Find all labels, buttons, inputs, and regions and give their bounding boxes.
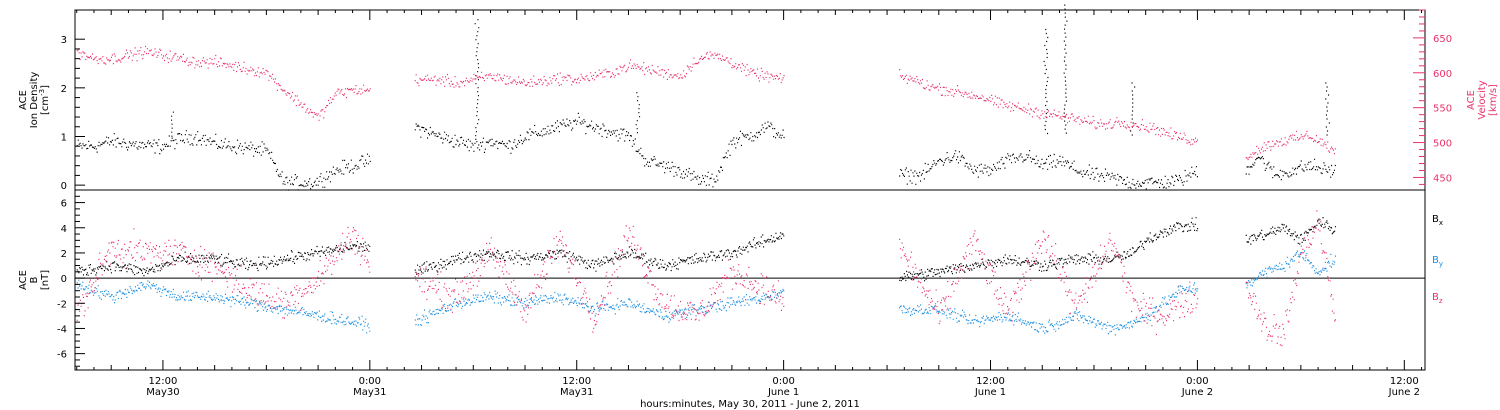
density-spike-5 (1063, 4, 1068, 134)
legend-by: By (1432, 255, 1443, 268)
x-tick-time-label: 12:00 (562, 376, 591, 387)
bfield-tick-label: 0 (61, 274, 67, 285)
bz-segment-1 (76, 226, 371, 321)
density-axis-units: [cm-3] (38, 85, 51, 115)
density-axis-label-line1: ACE (18, 90, 29, 110)
by-segment-3 (899, 282, 1199, 336)
by-segment-4 (1245, 250, 1336, 289)
density-spike-7 (1325, 82, 1330, 136)
density-spike-6 (1130, 82, 1136, 136)
bx-segment-2 (414, 232, 785, 275)
bz-segment-4 (1245, 210, 1336, 347)
bfield-axis-label-line1: ACE (18, 270, 29, 290)
x-tick-time-label: 0:00 (772, 376, 794, 387)
x-tick-date-label: May31 (560, 387, 593, 398)
legend-bx: Bx (1432, 214, 1443, 227)
x-tick-date-label: June 2 (1388, 387, 1420, 398)
bx-segment-3 (899, 217, 1199, 282)
by-segment-1 (76, 279, 371, 334)
density-spike-4 (1043, 28, 1049, 135)
bfield-axis-label-line2: B (29, 276, 40, 283)
density-spike-3 (635, 92, 641, 134)
density-y-axis: 0 1 2 3 (61, 35, 85, 192)
velocity-segment-4 (1245, 130, 1336, 161)
density-tick-label: 3 (61, 35, 67, 46)
density-segment-4 (1245, 156, 1336, 181)
x-tick-time-label: 12:00 (1390, 376, 1419, 387)
velocity-tick-label: 650 (1433, 34, 1452, 45)
velocity-tick-label: 450 (1433, 173, 1452, 184)
density-tick-label: 2 (61, 84, 67, 95)
x-tick-time-label: 12:00 (976, 376, 1005, 387)
density-tick-label: 1 (61, 132, 67, 143)
density-spike-2 (474, 19, 480, 137)
x-tick-date-label: June 1 (767, 387, 799, 398)
x-tick-date-label: June 1 (974, 387, 1006, 398)
legend-bz: Bz (1432, 292, 1443, 305)
velocity-axis-label-line2: Velocity (1477, 80, 1488, 119)
bfield-tick-label: -6 (57, 350, 67, 361)
bx-segment-4 (1245, 217, 1336, 245)
x-tick-time-label: 0:00 (359, 376, 381, 387)
density-spike-1 (171, 111, 174, 137)
density-velocity-data (76, 4, 1336, 191)
x-tick-date-label: May31 (353, 387, 386, 398)
velocity-segment-1 (76, 45, 371, 121)
bfield-tick-label: 4 (61, 224, 67, 235)
density-velocity-plot-frame (74, 9, 1426, 191)
bfield-tick-label: -2 (57, 299, 67, 310)
velocity-tick-label: 500 (1433, 139, 1452, 150)
velocity-tick-label: 600 (1433, 69, 1452, 80)
magnetic-field-data (75, 210, 1425, 347)
x-tick-time-label: 0:00 (1186, 376, 1208, 387)
velocity-tick-label: 550 (1433, 104, 1452, 115)
density-velocity-panel: 0 1 2 3 450 500 550 600 650 ACE Ion Density [cm… (18, 4, 1499, 192)
velocity-axis-label-line1: ACE (1466, 90, 1477, 110)
x-tick-date-label: June 2 (1181, 387, 1213, 398)
velocity-y-axis: 450 500 550 600 650 (1413, 9, 1452, 185)
bfield-tick-label: 6 (61, 199, 67, 210)
density-segment-2 (414, 112, 785, 188)
bfield-tick-label: 2 (61, 249, 67, 260)
x-tick-time-label: 12:00 (149, 376, 178, 387)
velocity-axis-units: [km/s] (1488, 84, 1499, 116)
density-tick-label: 0 (61, 181, 67, 192)
x-tick-date-label: May30 (146, 387, 179, 398)
density-segment-1 (76, 130, 371, 191)
bz-segment-2 (414, 225, 785, 333)
bfield-axis-units: [nT] (40, 270, 51, 290)
bz-segment-3 (899, 230, 1199, 336)
bfield-tick-label: -4 (57, 324, 67, 335)
by-segment-2 (414, 288, 785, 326)
magnetic-field-panel: -6 -4 -2 0 2 4 6 ACE B [nT] Bx By Bz (18, 189, 1443, 371)
magnetic-field-plot-frame (74, 189, 1426, 371)
magnetic-field-y-axis: -6 -4 -2 0 2 4 6 (57, 195, 85, 367)
x-axis-title: hours:minutes, May 30, 2011 - June 2, 20… (640, 399, 860, 410)
velocity-segment-2 (414, 51, 785, 88)
bfield-legend: Bx By Bz (1432, 214, 1443, 305)
density-axis-label-line2: Ion Density (29, 72, 40, 129)
density-segment-3 (899, 150, 1198, 190)
velocity-segment-3 (899, 69, 1198, 146)
